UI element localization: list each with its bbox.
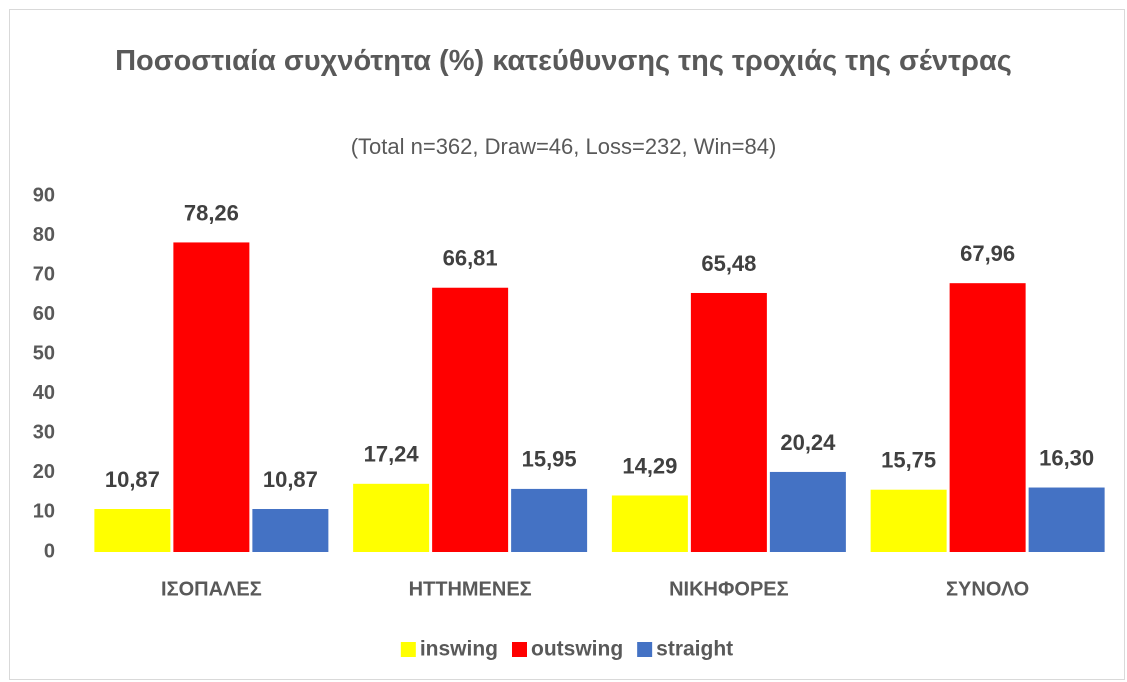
y-tick-label: 40 <box>33 382 55 404</box>
bar <box>432 287 509 552</box>
data-label: 10,87 <box>263 467 318 492</box>
legend-swatch <box>637 642 653 657</box>
bar <box>511 488 588 552</box>
y-tick-label: 30 <box>33 422 55 444</box>
data-label: 15,95 <box>522 447 577 472</box>
data-label: 14,29 <box>622 453 677 478</box>
legend-label: inswing <box>420 638 498 661</box>
x-tick-label: ΙΣΟΠΑΛΕΣ <box>161 578 262 600</box>
y-tick-label: 90 <box>33 184 55 206</box>
y-tick-label: 0 <box>44 540 55 562</box>
data-label: 67,96 <box>960 241 1015 266</box>
bar <box>94 509 171 552</box>
data-label: 17,24 <box>364 442 420 467</box>
bar <box>949 283 1026 552</box>
chart-title: Ποσοστιαία συχνότητα (%) κατεύθυνσης της… <box>115 45 1012 77</box>
data-label: 10,87 <box>105 467 160 492</box>
x-tick-label: ΣΥΝΟΛΟ <box>946 578 1029 600</box>
legend-label: outswing <box>531 638 623 661</box>
y-tick-label: 50 <box>33 343 55 365</box>
bar <box>690 292 767 552</box>
bar <box>1028 487 1105 552</box>
chart-frame <box>9 9 1125 680</box>
data-label: 20,24 <box>780 430 836 455</box>
y-tick-label: 10 <box>33 501 55 523</box>
data-label: 15,75 <box>881 448 936 473</box>
x-tick-label: ΝΙΚΗΦΟΡΕΣ <box>669 578 789 600</box>
data-label: 16,30 <box>1039 445 1094 470</box>
bar <box>870 489 947 552</box>
data-label: 65,48 <box>701 251 756 276</box>
bar <box>353 483 430 552</box>
legend-label: straight <box>656 638 733 661</box>
data-label: 66,81 <box>443 246 498 271</box>
x-tick-label: ΗΤΤΗΜΕΝΕΣ <box>409 578 532 600</box>
legend-swatch <box>512 642 527 657</box>
y-tick-label: 60 <box>33 303 55 325</box>
chart-subtitle: (Total n=362, Draw=46, Loss=232, Win=84) <box>350 134 777 159</box>
y-tick-label: 80 <box>33 224 55 246</box>
data-label: 78,26 <box>184 200 239 225</box>
y-tick-label: 20 <box>33 461 55 483</box>
bar <box>769 471 846 552</box>
bar <box>173 242 250 552</box>
bar <box>252 509 329 552</box>
bar <box>611 495 688 552</box>
legend-swatch <box>400 642 416 657</box>
y-tick-label: 70 <box>33 263 55 285</box>
